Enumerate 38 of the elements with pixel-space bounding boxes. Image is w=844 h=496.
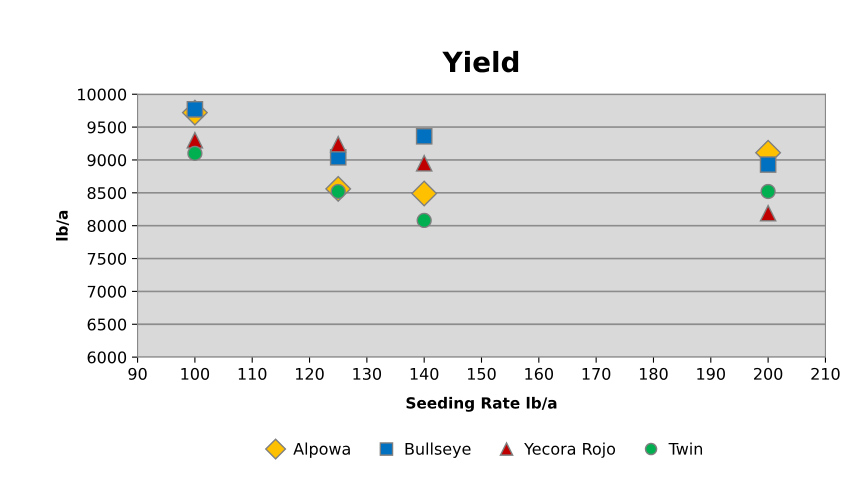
x-tick-label: 140 bbox=[410, 368, 438, 380]
point bbox=[416, 212, 432, 228]
legend-label: Twin bbox=[668, 442, 702, 455]
x-tick-label: 90 bbox=[128, 368, 147, 380]
point bbox=[760, 184, 776, 200]
x-tick-label: 210 bbox=[811, 368, 840, 380]
y-tick-label: 6000 bbox=[88, 351, 126, 364]
y-tick-label: 8000 bbox=[88, 220, 126, 232]
legend-label: Yecora Rojo bbox=[524, 442, 616, 458]
point bbox=[411, 180, 438, 206]
x-tick-label: 130 bbox=[353, 368, 382, 380]
point bbox=[760, 204, 776, 222]
point bbox=[187, 146, 203, 162]
point bbox=[416, 154, 433, 172]
y-tick-label: 9500 bbox=[88, 121, 126, 134]
point bbox=[330, 136, 347, 153]
y-tick-label: 7000 bbox=[88, 286, 126, 298]
x-axis-title: Seeding Rate lb/a bbox=[406, 396, 556, 412]
x-tick-label: 150 bbox=[468, 368, 496, 380]
legend-label: Alpowa bbox=[293, 442, 350, 458]
x-tick-label: 190 bbox=[697, 368, 725, 380]
x-tick-label: 120 bbox=[296, 368, 324, 380]
y-axis-title: lb/a bbox=[56, 210, 70, 240]
x-tick-label: 100 bbox=[181, 368, 210, 380]
y-tick-label: 8500 bbox=[88, 187, 126, 200]
x-tick-label: 200 bbox=[754, 368, 782, 380]
x-tick-label: 110 bbox=[238, 368, 266, 380]
y-tick-label: 9000 bbox=[88, 154, 126, 166]
chart-title: Yield bbox=[442, 50, 518, 72]
point bbox=[760, 156, 776, 173]
y-tick-label: 6500 bbox=[88, 318, 126, 331]
x-tick-label: 160 bbox=[525, 368, 554, 380]
x-tick-label: 170 bbox=[582, 368, 610, 380]
y-tick-label: 10000 bbox=[78, 88, 126, 101]
x-tick-label: 180 bbox=[640, 368, 668, 380]
y-tick-label: 7500 bbox=[88, 252, 126, 265]
point bbox=[416, 128, 433, 145]
legend-label: Bullseye bbox=[406, 442, 471, 458]
